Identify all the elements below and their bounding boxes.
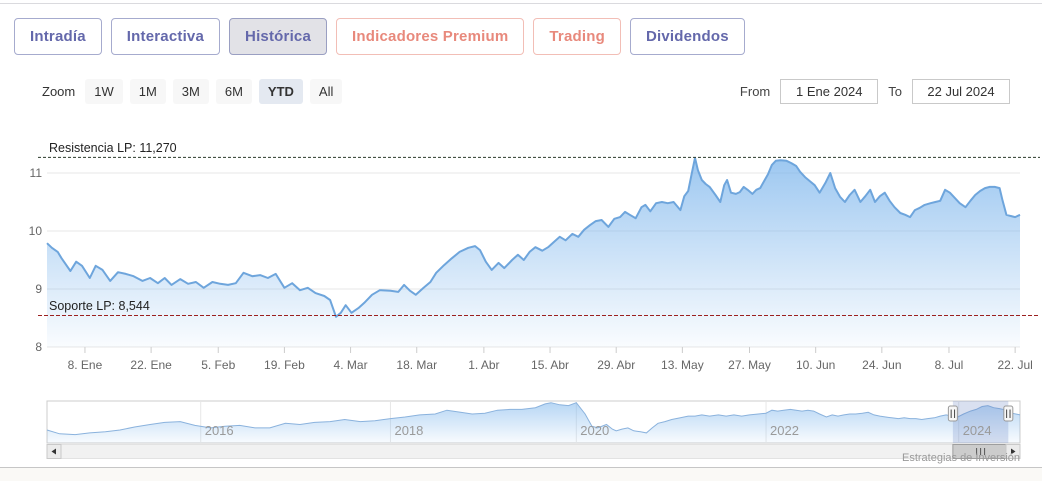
to-date-input[interactable] bbox=[912, 79, 1010, 104]
zoom-range-toolbar: Zoom 1W 1M 3M 6M YTD All bbox=[42, 79, 343, 104]
scrollbar-right-arrow-icon bbox=[1011, 448, 1016, 455]
price-line bbox=[46, 156, 1021, 318]
chart-tabs: Intradía Interactiva Histórica Indicador… bbox=[14, 18, 745, 55]
date-range-toolbar: From To bbox=[740, 79, 1010, 104]
chart-credits: Estrategias de Inversión bbox=[901, 452, 1020, 464]
range-button-1w[interactable]: 1W bbox=[85, 79, 123, 104]
range-button-1m[interactable]: 1M bbox=[129, 79, 166, 104]
tab-historica[interactable]: Histórica bbox=[229, 18, 328, 55]
top-divider bbox=[0, 3, 1042, 4]
scrollbar-track[interactable] bbox=[46, 444, 1021, 459]
bottom-strip bbox=[0, 468, 1042, 481]
tab-dividendos[interactable]: Dividendos bbox=[629, 18, 745, 55]
tab-indicadores-premium[interactable]: Indicadores Premium bbox=[336, 18, 525, 55]
tab-interactiva[interactable]: Interactiva bbox=[110, 18, 221, 55]
range-button-all[interactable]: All bbox=[309, 79, 343, 104]
navigator-selection[interactable] bbox=[952, 401, 1009, 443]
to-label: To bbox=[888, 84, 902, 99]
range-button-6m[interactable]: 6M bbox=[215, 79, 252, 104]
bottom-divider bbox=[0, 467, 1042, 468]
tab-trading[interactable]: Trading bbox=[533, 18, 621, 55]
range-button-3m[interactable]: 3M bbox=[172, 79, 209, 104]
scrollbar-left-arrow-icon bbox=[51, 448, 56, 455]
tab-intradia[interactable]: Intradía bbox=[14, 18, 102, 55]
navigator-area bbox=[47, 402, 1020, 443]
price-area bbox=[47, 157, 1020, 347]
zoom-label: Zoom bbox=[42, 84, 76, 99]
range-button-ytd[interactable]: YTD bbox=[258, 79, 303, 104]
navigator-handle-left[interactable] bbox=[947, 405, 958, 422]
navigator-line bbox=[46, 402, 1021, 436]
from-label: From bbox=[739, 84, 771, 99]
from-date-input[interactable] bbox=[780, 79, 879, 104]
navigator-handle-right[interactable] bbox=[1003, 405, 1014, 422]
